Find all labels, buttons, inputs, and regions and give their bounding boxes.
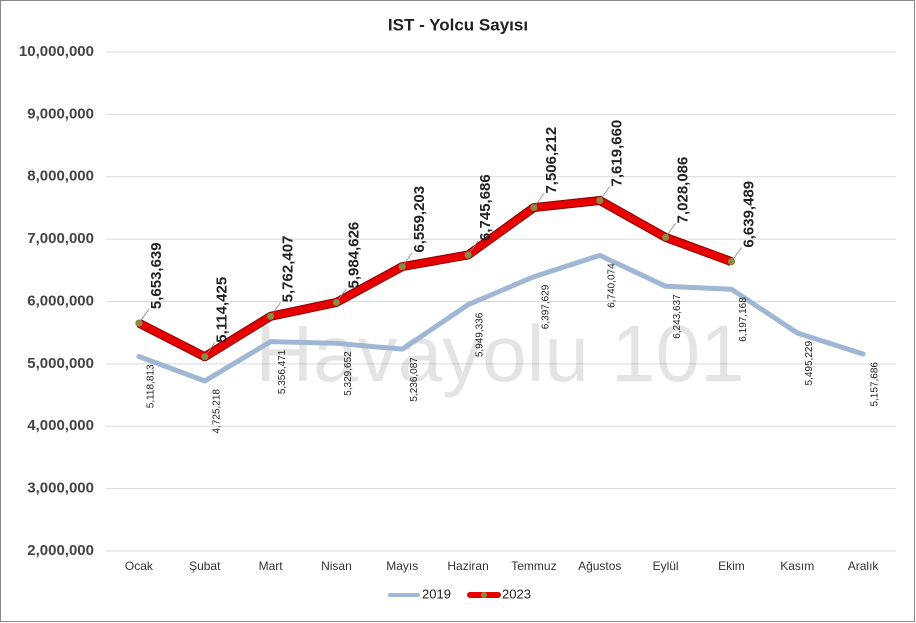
y-tick-label: 3,000,000 bbox=[27, 480, 94, 497]
x-tick-label: Nisan bbox=[321, 559, 352, 573]
data-label: 6,397,629 bbox=[541, 284, 552, 329]
x-tick-label: Kasım bbox=[780, 559, 814, 573]
y-tick-label: 4,000,000 bbox=[27, 417, 94, 434]
data-label: 5,949,336 bbox=[475, 312, 486, 357]
leader-line bbox=[599, 186, 611, 201]
leader-line bbox=[401, 252, 413, 267]
data-label: 6,197,168 bbox=[738, 297, 749, 342]
data-label: 5,236,087 bbox=[409, 357, 420, 402]
data-label: 7,506,212 bbox=[543, 127, 560, 194]
data-label: 5,157,686 bbox=[870, 362, 881, 407]
data-label: 5,653,639 bbox=[148, 242, 165, 309]
y-tick-label: 9,000,000 bbox=[27, 105, 94, 122]
x-tick-label: Şubat bbox=[189, 559, 221, 573]
series-line bbox=[135, 196, 735, 361]
series-line bbox=[136, 252, 866, 384]
legend-label: 2019 bbox=[422, 586, 451, 601]
leader-line bbox=[731, 247, 742, 262]
data-label: 6,639,489 bbox=[740, 181, 757, 248]
chart-title: IST - Yolcu Sayısı bbox=[388, 15, 528, 34]
leader-line bbox=[204, 342, 216, 357]
data-label: 6,243,637 bbox=[672, 294, 683, 339]
x-tick-label: Eylül bbox=[653, 559, 679, 573]
data-label: 7,619,660 bbox=[609, 120, 626, 187]
data-label: 5,495,229 bbox=[804, 341, 815, 386]
y-tick-label: 2,000,000 bbox=[27, 542, 94, 559]
data-label: 5,118,813 bbox=[146, 364, 157, 408]
leader-line bbox=[138, 308, 150, 324]
x-tick-label: Mart bbox=[259, 559, 284, 573]
data-label: 6,740,074 bbox=[606, 263, 617, 308]
watermark: Havayolu 101 bbox=[255, 309, 744, 398]
y-tick-label: 5,000,000 bbox=[27, 355, 94, 372]
x-tick-label: Temmuz bbox=[511, 559, 556, 573]
data-label: 5,984,626 bbox=[345, 222, 362, 289]
x-tick-label: Aralık bbox=[848, 559, 880, 573]
data-label: 6,745,686 bbox=[477, 174, 494, 241]
data-label: 6,559,203 bbox=[411, 186, 428, 253]
x-tick-label: Mayıs bbox=[386, 559, 418, 573]
x-tick-label: Ocak bbox=[125, 559, 154, 573]
data-label: 5,356,471 bbox=[277, 349, 288, 394]
data-label: 5,762,407 bbox=[280, 236, 297, 303]
legend-label: 2023 bbox=[502, 586, 531, 601]
y-tick-label: 6,000,000 bbox=[27, 292, 94, 309]
data-label: 5,329,652 bbox=[343, 351, 354, 396]
data-label: 5,114,425 bbox=[214, 277, 231, 343]
leader-line bbox=[665, 223, 676, 238]
y-tick-label: 10,000,000 bbox=[19, 43, 94, 60]
leader-line bbox=[336, 288, 347, 303]
marker bbox=[464, 251, 472, 259]
leader-line bbox=[270, 302, 281, 317]
x-tick-label: Ekim bbox=[718, 559, 745, 573]
x-tick-label: Haziran bbox=[447, 559, 488, 573]
data-label: 4,725,218 bbox=[211, 389, 222, 434]
y-tick-label: 7,000,000 bbox=[27, 230, 94, 247]
leader-line bbox=[467, 240, 479, 256]
data-label: 7,028,086 bbox=[675, 157, 692, 224]
x-tick-label: Ağustos bbox=[578, 559, 621, 573]
leader-line bbox=[533, 193, 545, 208]
y-tick-label: 8,000,000 bbox=[27, 168, 94, 185]
legend-marker bbox=[481, 592, 487, 598]
